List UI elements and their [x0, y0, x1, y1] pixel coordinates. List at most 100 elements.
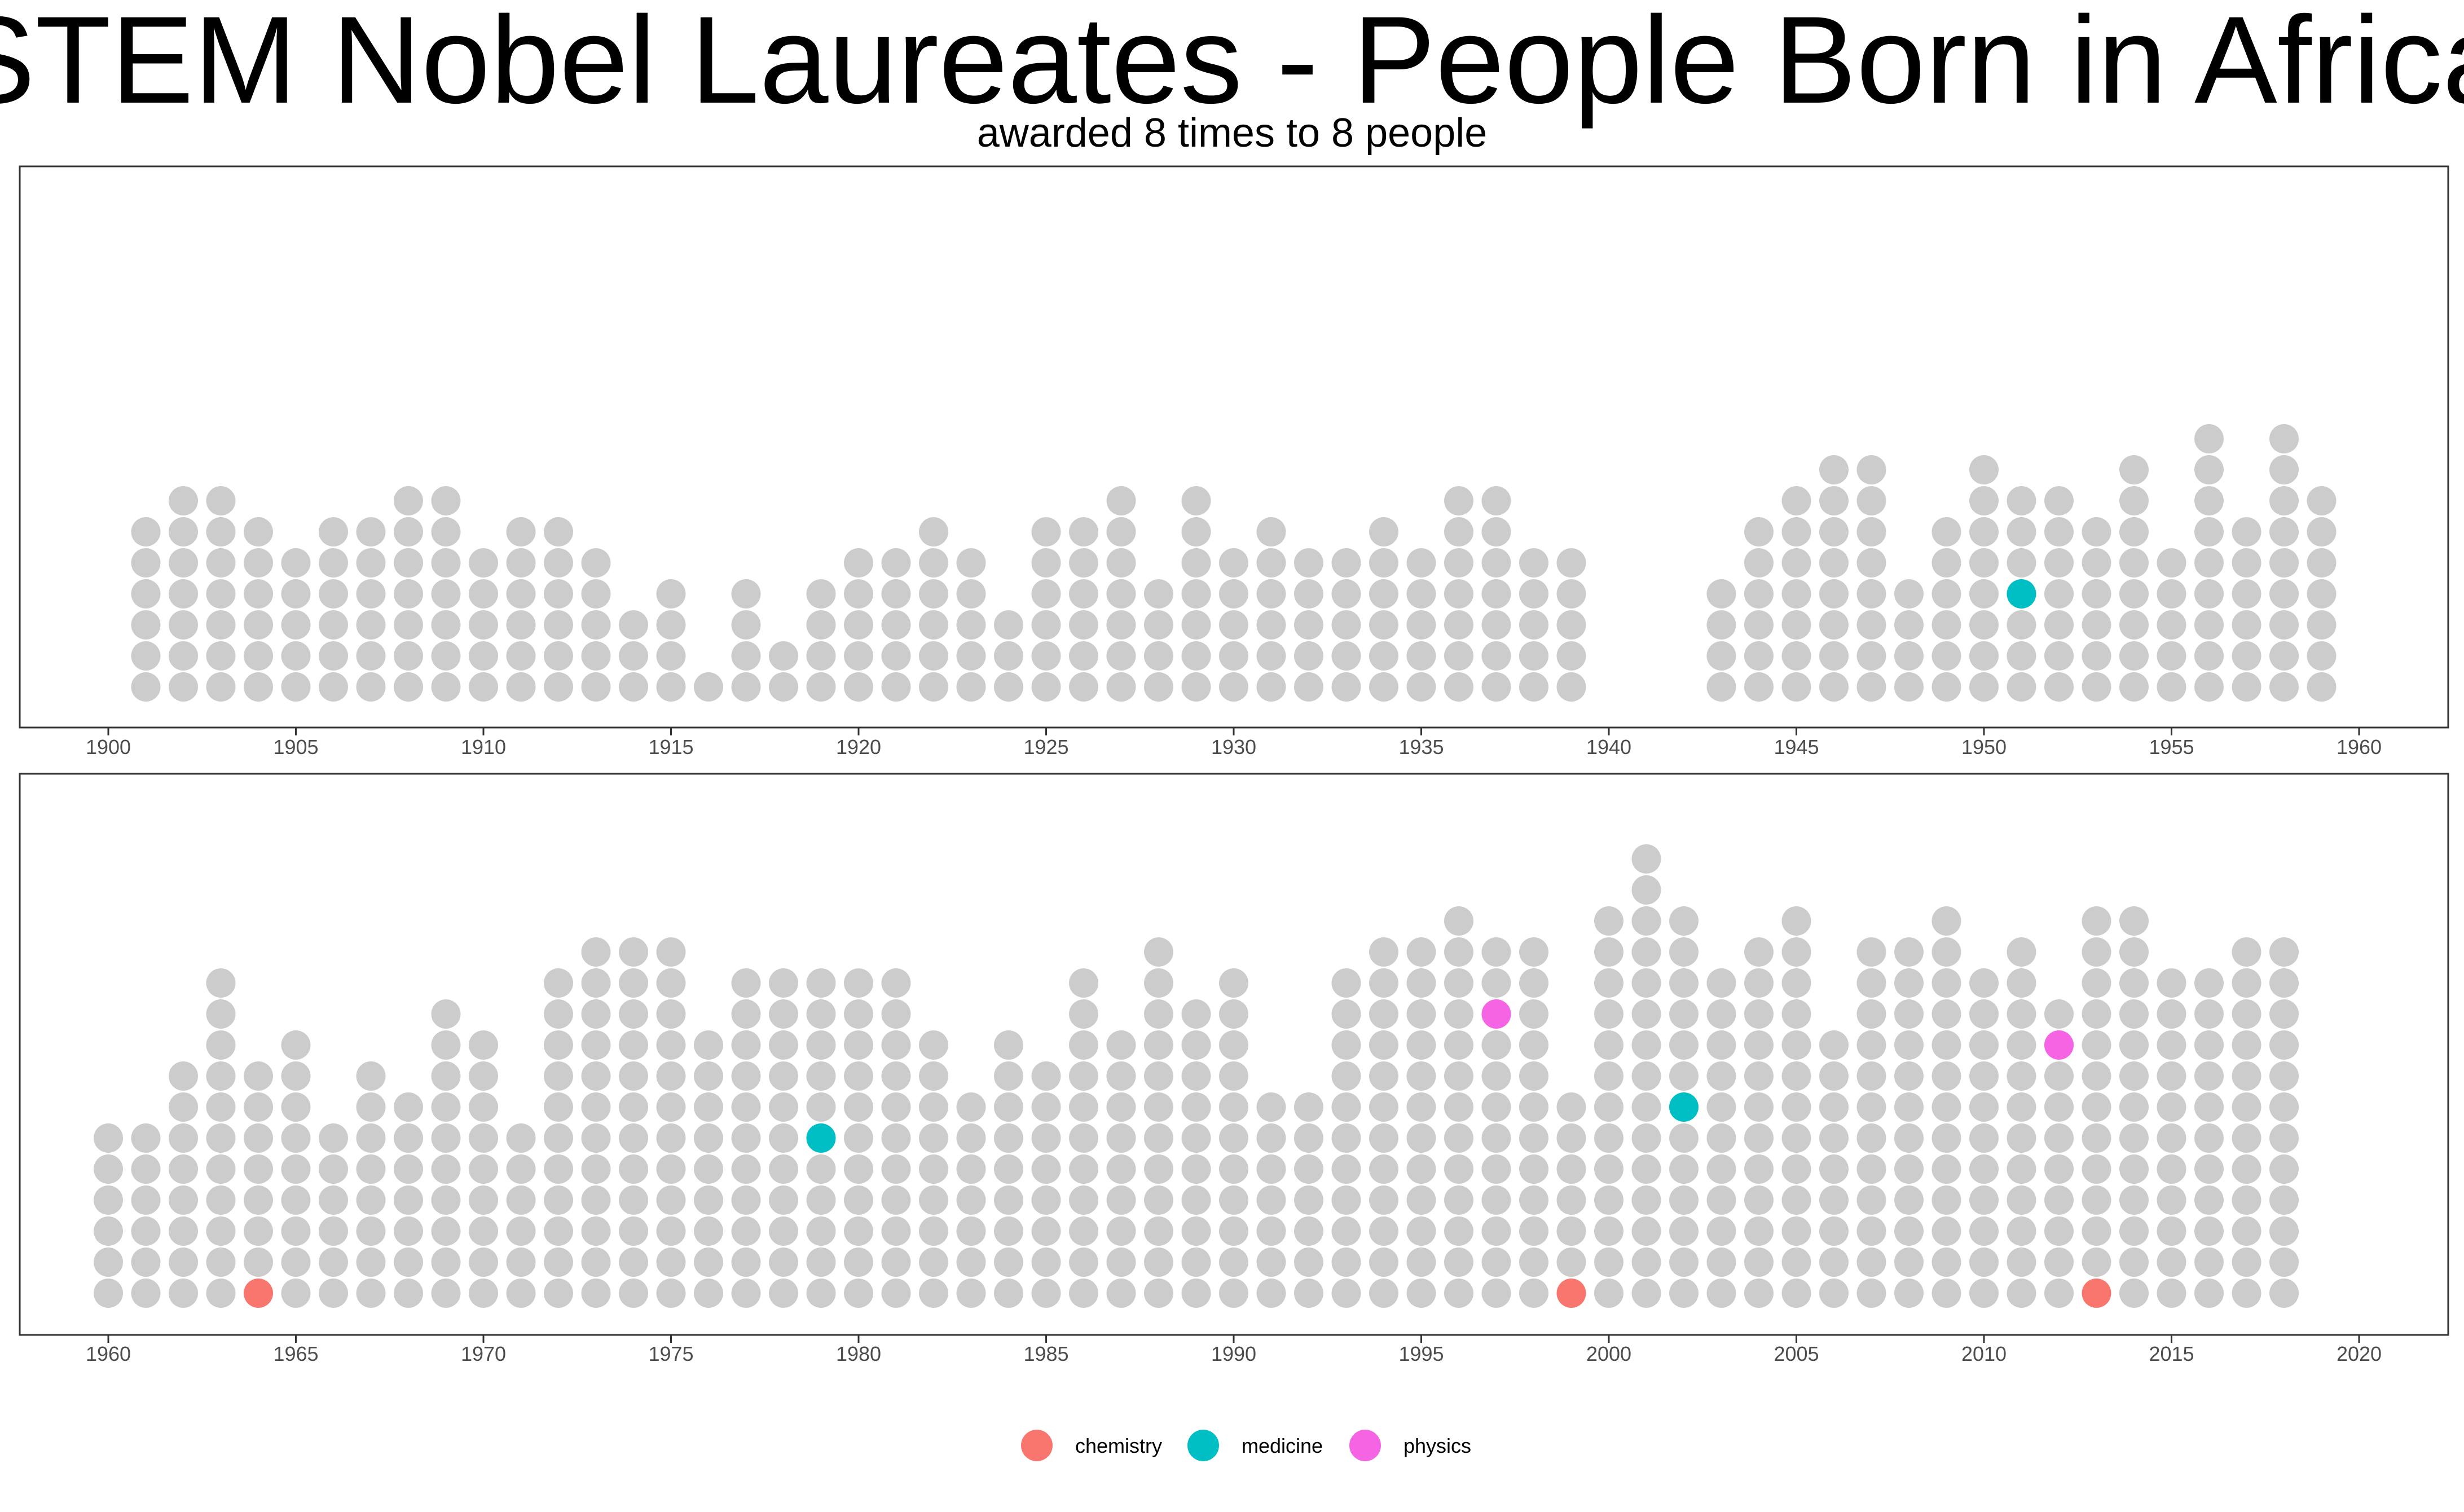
award-dot — [2119, 1154, 2149, 1184]
award-dot — [881, 1154, 911, 1184]
award-dot — [2232, 579, 2261, 609]
award-dot — [1631, 999, 1661, 1029]
award-dot — [1781, 1123, 1811, 1153]
award-dot — [1181, 1216, 1211, 1246]
award-dot — [1594, 1279, 1623, 1308]
award-dot — [956, 579, 986, 609]
award-dot — [1969, 1216, 1999, 1246]
award-dot — [2232, 1216, 2261, 1246]
award-dot — [2044, 517, 2074, 546]
award-dot — [2194, 968, 2224, 998]
award-dot — [2007, 486, 2036, 515]
award-dot — [2119, 1247, 2149, 1277]
award-dot — [2269, 517, 2299, 546]
award-dot — [394, 486, 423, 515]
award-dot — [2007, 999, 2036, 1029]
award-dot — [619, 1279, 648, 1308]
award-dot — [1406, 968, 1436, 998]
award-dot — [844, 610, 873, 640]
award-dot — [844, 1279, 873, 1308]
award-dot — [1931, 1154, 1961, 1184]
award-dot — [356, 579, 386, 609]
award-dot — [1144, 1061, 1173, 1091]
award-dot — [394, 1185, 423, 1215]
award-dot — [1931, 672, 1961, 702]
award-dot — [694, 1061, 723, 1091]
award-dot — [1369, 1061, 1398, 1091]
award-dot — [1781, 579, 1811, 609]
award-dot — [469, 1185, 498, 1215]
award-dot — [881, 1092, 911, 1122]
award-dot — [2194, 641, 2224, 671]
award-dot — [1069, 999, 1098, 1029]
award-dot — [506, 672, 536, 702]
award-dot — [94, 1123, 123, 1153]
award-dot — [244, 672, 273, 702]
award-dot — [2157, 1030, 2186, 1060]
award-dot — [1744, 1279, 1774, 1308]
award-dot — [1969, 610, 1999, 640]
award-dot — [581, 641, 611, 671]
award-dot — [956, 548, 986, 578]
award-dot — [1556, 548, 1586, 578]
award-dot — [1744, 1185, 1774, 1215]
award-dot — [544, 1279, 573, 1308]
award-dot — [94, 1279, 123, 1308]
award-dot — [1594, 1092, 1623, 1122]
award-dot — [131, 1247, 161, 1277]
award-dot — [319, 1279, 348, 1308]
award-dot — [206, 968, 236, 998]
award-dot — [619, 1216, 648, 1246]
award-dot — [2044, 1185, 2074, 1215]
award-dot — [581, 1154, 611, 1184]
award-dot — [1781, 1279, 1811, 1308]
award-dot — [1819, 1154, 1849, 1184]
award-dot — [1256, 1154, 1286, 1184]
legend-label-physics: physics — [1403, 1434, 1471, 1457]
award-dot — [956, 1154, 986, 1184]
award-dot — [1444, 486, 1473, 515]
x-tick-label: 1970 — [461, 1342, 506, 1365]
award-dot — [1106, 1185, 1136, 1215]
award-dot — [1556, 1154, 1586, 1184]
panel-2-dots — [94, 844, 2299, 1308]
award-dot — [731, 672, 761, 702]
award-dot — [131, 1154, 161, 1184]
award-dot — [94, 1154, 123, 1184]
award-dot — [319, 579, 348, 609]
award-dot — [731, 1154, 761, 1184]
award-dot — [731, 1092, 761, 1122]
award-dot — [1031, 672, 1061, 702]
award-dot — [2007, 1247, 2036, 1277]
award-dot — [2232, 999, 2261, 1029]
award-dot — [1144, 1123, 1173, 1153]
award-dot — [619, 1092, 648, 1122]
award-dot — [2119, 641, 2149, 671]
award-dot — [1181, 1092, 1211, 1122]
award-dot — [1144, 937, 1173, 967]
award-dot — [1519, 1030, 1548, 1060]
panel-2-x-axis: 1960 1965 1970 1975 1980 1985 1990 1995 2000 2005… — [86, 1335, 2382, 1365]
award-dot — [1144, 672, 1173, 702]
award-dot — [656, 579, 686, 609]
award-dot — [1444, 1154, 1473, 1184]
award-dot — [1331, 1279, 1361, 1308]
award-dot — [919, 672, 948, 702]
award-dot — [806, 641, 836, 671]
award-dot — [1144, 968, 1173, 998]
award-dot — [1406, 1247, 1436, 1277]
award-dot — [1481, 641, 1511, 671]
award-dot — [619, 1247, 648, 1277]
award-dot — [844, 1154, 873, 1184]
award-dot — [169, 486, 198, 515]
award-dot — [1181, 579, 1211, 609]
award-dot — [1781, 1030, 1811, 1060]
award-dot — [244, 641, 273, 671]
award-dot — [2082, 999, 2111, 1029]
award-dot — [806, 610, 836, 640]
award-dot — [544, 672, 573, 702]
award-dot — [1444, 1185, 1473, 1215]
x-tick-label: 1925 — [1023, 735, 1068, 759]
award-dot — [1744, 1216, 1774, 1246]
award-dot — [244, 1061, 273, 1091]
